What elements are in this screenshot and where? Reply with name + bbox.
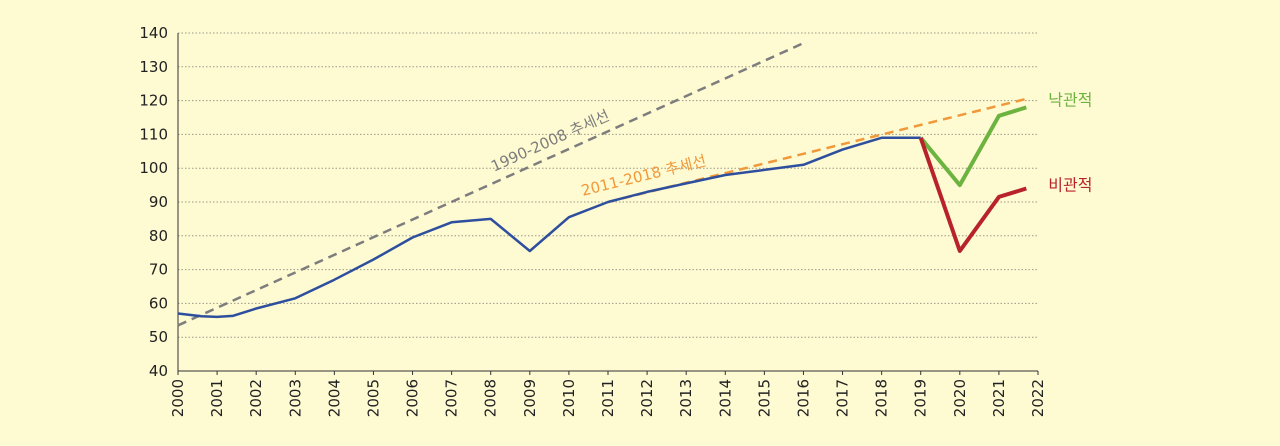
- y-tick-label: 40: [149, 362, 168, 380]
- y-tick-label: 130: [139, 58, 168, 76]
- trend_2011-line: [607, 97, 1027, 204]
- pessimistic-line: [918, 137, 1027, 253]
- trend_1990-line: [177, 41, 805, 327]
- y-tick-label: 110: [139, 125, 168, 143]
- x-tick-label: 2005: [364, 379, 382, 417]
- x-axis: 2000 2001 2002 2003 2004 2005 2006 2007 2008 2009…: [169, 370, 1047, 417]
- actual-line: [177, 136, 921, 319]
- x-tick-label: 2004: [325, 379, 343, 417]
- x-tick-label: 2013: [677, 379, 695, 417]
- y-tick-label: 60: [149, 294, 168, 312]
- x-tick-label: 2011: [599, 379, 617, 417]
- optimistic-line: [919, 105, 1027, 188]
- y-axis: 40 50 60 70 80 90 100 110 120 130 140: [139, 24, 179, 380]
- y-tick-label: 70: [149, 261, 168, 279]
- x-tick-label: 2015: [755, 379, 773, 417]
- y-tick-label: 100: [139, 159, 168, 177]
- x-tick-label: 2001: [208, 379, 226, 417]
- y-tick-label: 50: [149, 328, 168, 346]
- x-tick-label: 2014: [716, 379, 734, 417]
- x-tick-label: 2012: [638, 379, 656, 417]
- series-label-optimistic: 낙관적: [1048, 90, 1092, 109]
- x-tick-label: 2003: [286, 379, 304, 417]
- x-tick-label: 2018: [873, 379, 891, 417]
- series-label-pessimistic: 비관적: [1048, 175, 1092, 194]
- y-tick-label: 80: [149, 227, 168, 245]
- x-tick-label: 2009: [521, 379, 539, 417]
- x-tick-label: 2022: [1029, 379, 1047, 417]
- series-lines: [177, 105, 1027, 319]
- x-tick-label: 2020: [951, 379, 969, 417]
- y-tick-label: 90: [149, 193, 168, 211]
- trendlines: [177, 41, 1027, 327]
- x-tick-label: 2000: [169, 379, 187, 417]
- x-tick-label: 2006: [404, 379, 422, 417]
- x-tick-label: 2008: [482, 379, 500, 417]
- x-tick-label: 2010: [560, 379, 578, 417]
- x-tick-label: 2017: [834, 379, 852, 417]
- y-tick-label: 120: [139, 92, 168, 110]
- x-tick-label: 2019: [912, 379, 930, 417]
- x-tick-label: 2007: [443, 379, 461, 417]
- x-tick-label: 2021: [990, 379, 1008, 417]
- x-tick-label: 2016: [794, 379, 812, 417]
- trend-label-1990-2008: 1990-2008 추세선: [488, 106, 612, 175]
- x-tick-label: 2002: [247, 379, 265, 417]
- y-tick-label: 140: [139, 24, 168, 42]
